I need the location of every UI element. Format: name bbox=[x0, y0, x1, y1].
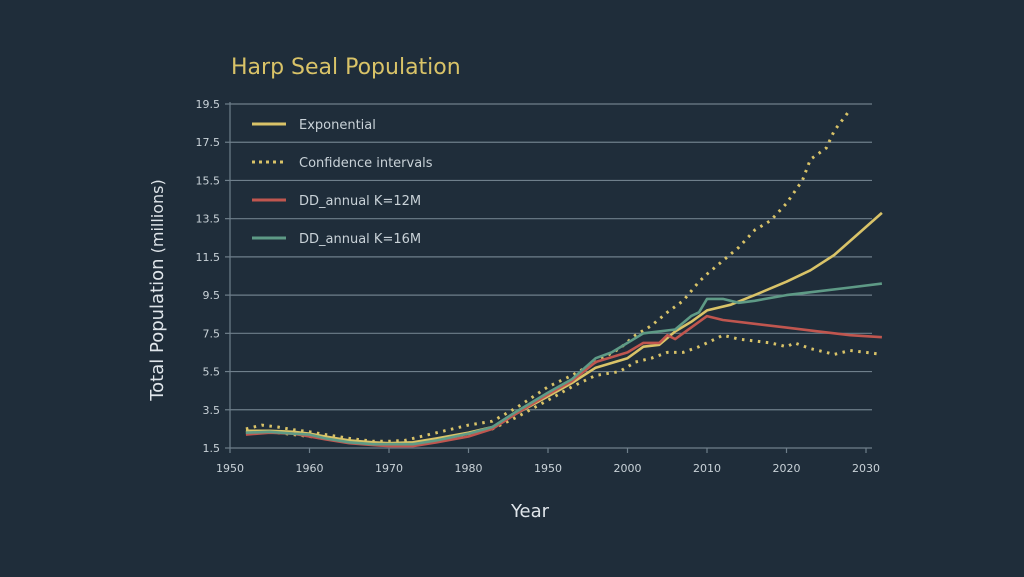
y-tick-label: 17.5 bbox=[196, 136, 221, 149]
y-tick-label: 11.5 bbox=[196, 251, 221, 264]
y-tick-label: 1.5 bbox=[203, 442, 221, 455]
y-tick-label: 13.5 bbox=[196, 213, 221, 226]
axes: 1950 1960 1970 1980 1950 2000 2010 2020 2030 bbox=[216, 102, 880, 475]
y-axis-label-main: Total Population bbox=[147, 258, 168, 401]
y-tick-label: 7.5 bbox=[203, 327, 221, 340]
legend-label: Exponential bbox=[299, 118, 376, 133]
series-line-4 bbox=[245, 282, 883, 446]
chart-title: Harp Seal Population bbox=[231, 55, 461, 80]
legend-label: Confidence intervals bbox=[299, 156, 433, 171]
series-line-0 bbox=[245, 211, 883, 445]
y-tick-label: 15.5 bbox=[196, 174, 221, 187]
x-tick-label: 1950 bbox=[534, 462, 562, 475]
y-tick-label: 19.5 bbox=[196, 98, 221, 111]
x-tick-label: 1960 bbox=[296, 462, 324, 475]
x-tick-label: 2030 bbox=[852, 462, 880, 475]
x-tick-label: 2010 bbox=[693, 462, 721, 475]
x-tick-label: 1970 bbox=[375, 462, 403, 475]
series-lines bbox=[245, 108, 883, 448]
x-axis-label: Year bbox=[510, 501, 550, 522]
series-line-3 bbox=[245, 314, 882, 448]
legend: Exponential Confidence intervals DD_annual… bbox=[252, 118, 433, 247]
y-tick-label: 9.5 bbox=[203, 289, 221, 302]
series-line-2 bbox=[245, 333, 883, 447]
y-tick-label: 5.5 bbox=[203, 366, 221, 379]
x-tick-label: 1950 bbox=[216, 462, 244, 475]
legend-label: DD_annual K=12M bbox=[299, 194, 421, 209]
x-tick-label: 1980 bbox=[455, 462, 483, 475]
x-tick-label: 2000 bbox=[614, 462, 642, 475]
gridlines: 1.5 3.5 5.5 7.5 9.5 11.5 13.5 15.5 17.5 19.5 bbox=[196, 98, 872, 455]
y-tick-label: 3.5 bbox=[203, 404, 221, 417]
x-tick-label: 2020 bbox=[773, 462, 801, 475]
y-axis-label: Total Population (millions) bbox=[147, 179, 168, 402]
legend-label: DD_annual K=16M bbox=[299, 232, 421, 247]
y-axis-label-unit: (millions) bbox=[148, 179, 167, 258]
